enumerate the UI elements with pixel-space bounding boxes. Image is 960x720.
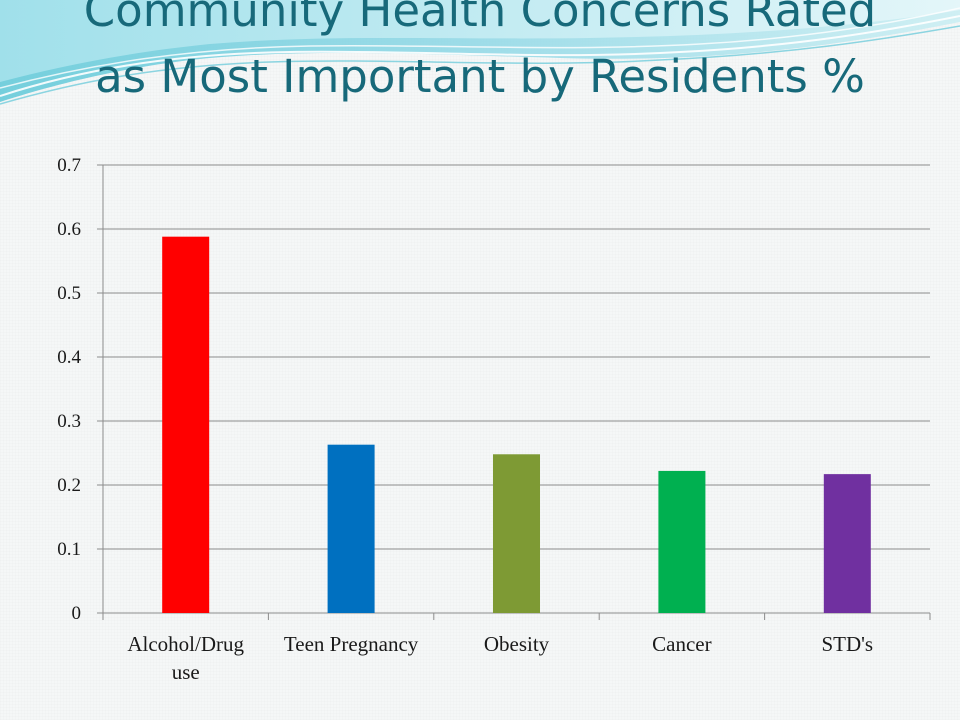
bar [327, 444, 375, 613]
y-tick-label: 0 [72, 603, 82, 624]
y-tick-label: 0.6 [57, 219, 81, 240]
bar [162, 236, 210, 613]
y-tick-label: 0.5 [57, 283, 81, 304]
y-tick-label: 0.1 [57, 539, 81, 560]
bar [823, 474, 871, 613]
wave-line-3 [0, 25, 960, 105]
x-tick-label: Teen Pregnancy [284, 632, 419, 656]
y-tick-label: 0.2 [57, 475, 81, 496]
title-line-2: as Most Important by Residents % [95, 50, 865, 103]
y-tick-label: 0.4 [57, 347, 81, 368]
title-line-1: Community Health Concerns Rated [83, 0, 877, 37]
y-tick-label: 0.3 [57, 411, 81, 432]
x-tick-label: Obesity [484, 632, 550, 656]
wave-band-front [0, 0, 960, 82]
x-tick-label: Alcohol/Drug [127, 632, 244, 656]
wave-line-2 [0, 7, 960, 89]
wave-decoration [0, 0, 960, 105]
x-tick-label: Cancer [652, 632, 711, 656]
bar [493, 454, 540, 613]
x-tick-label: use [172, 660, 200, 684]
bar [658, 470, 706, 613]
y-tick-label: 0.7 [57, 155, 81, 176]
x-tick-label: STD's [821, 632, 873, 656]
wave-line-1 [0, 15, 960, 97]
page-title: Community Health Concerns Rated as Most … [0, 0, 960, 110]
